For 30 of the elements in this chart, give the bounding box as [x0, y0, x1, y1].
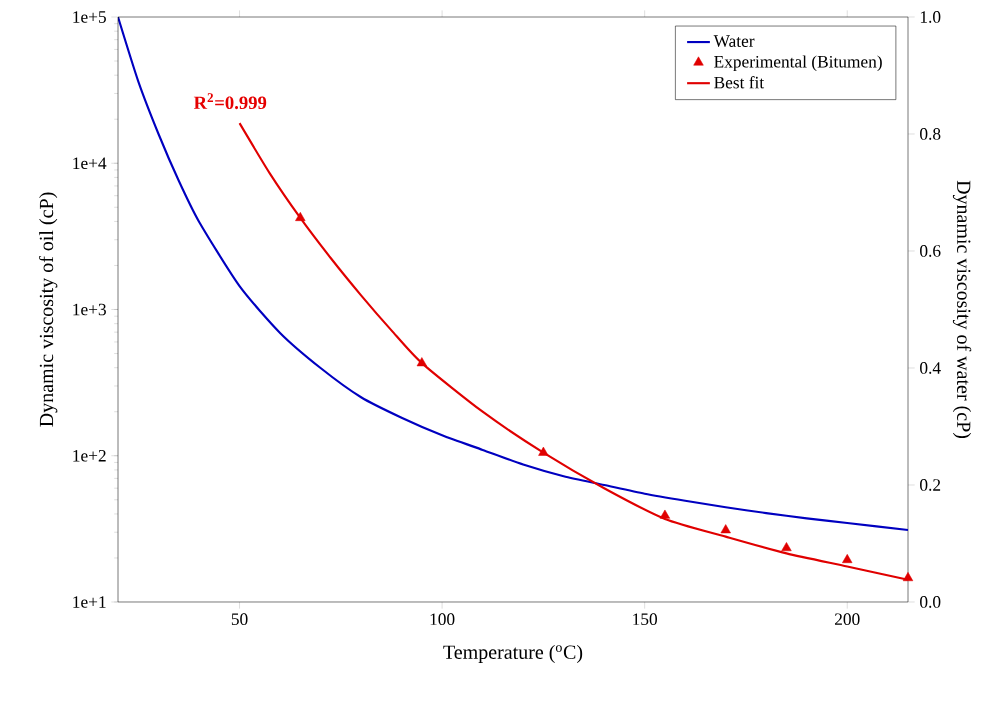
x-tick-label: 50 — [231, 613, 248, 626]
y-tick-label: 1e+2 — [73, 449, 106, 462]
y-tick-label: 1e+4 — [73, 157, 107, 170]
y2-tick-label: 0.6 — [920, 245, 941, 257]
y2-tick-label: 0.0 — [920, 596, 941, 608]
point — [295, 212, 306, 221]
point — [538, 446, 549, 456]
legend-label: Experimental (Bitumen) — [714, 55, 882, 72]
x-tick-label: 200 — [834, 613, 860, 626]
y2-tick-label: 0.8 — [920, 128, 941, 140]
point — [902, 572, 914, 582]
x-tick-label: 150 — [633, 613, 658, 626]
y-axis-title: Dynamic viscosity of oil (cP) — [38, 192, 58, 427]
y-tick-label: 1e+1 — [73, 596, 106, 608]
y2-tick-label: 0.4 — [920, 362, 941, 374]
y-tick-label: 1e+3 — [73, 303, 106, 316]
point — [720, 524, 731, 534]
x-axis-title: Temperature ($^{o}$C) — [443, 644, 583, 664]
y2-axis-title: Dynamic viscosity of water (cP) — [952, 180, 972, 439]
legend-label: Best fit — [714, 76, 765, 89]
point — [416, 357, 427, 367]
point — [842, 554, 853, 563]
x-tick-label: 100 — [430, 613, 455, 626]
point — [659, 509, 671, 519]
y-tick-label: 1e+5 — [73, 11, 106, 23]
point — [781, 542, 792, 552]
y2-tick-label: 0.2 — [920, 479, 941, 491]
y2-tick-label: 1.0 — [920, 11, 941, 23]
annotation: R$^{2}$=0.999 — [193, 93, 267, 110]
legend-label: Water — [713, 35, 755, 47]
